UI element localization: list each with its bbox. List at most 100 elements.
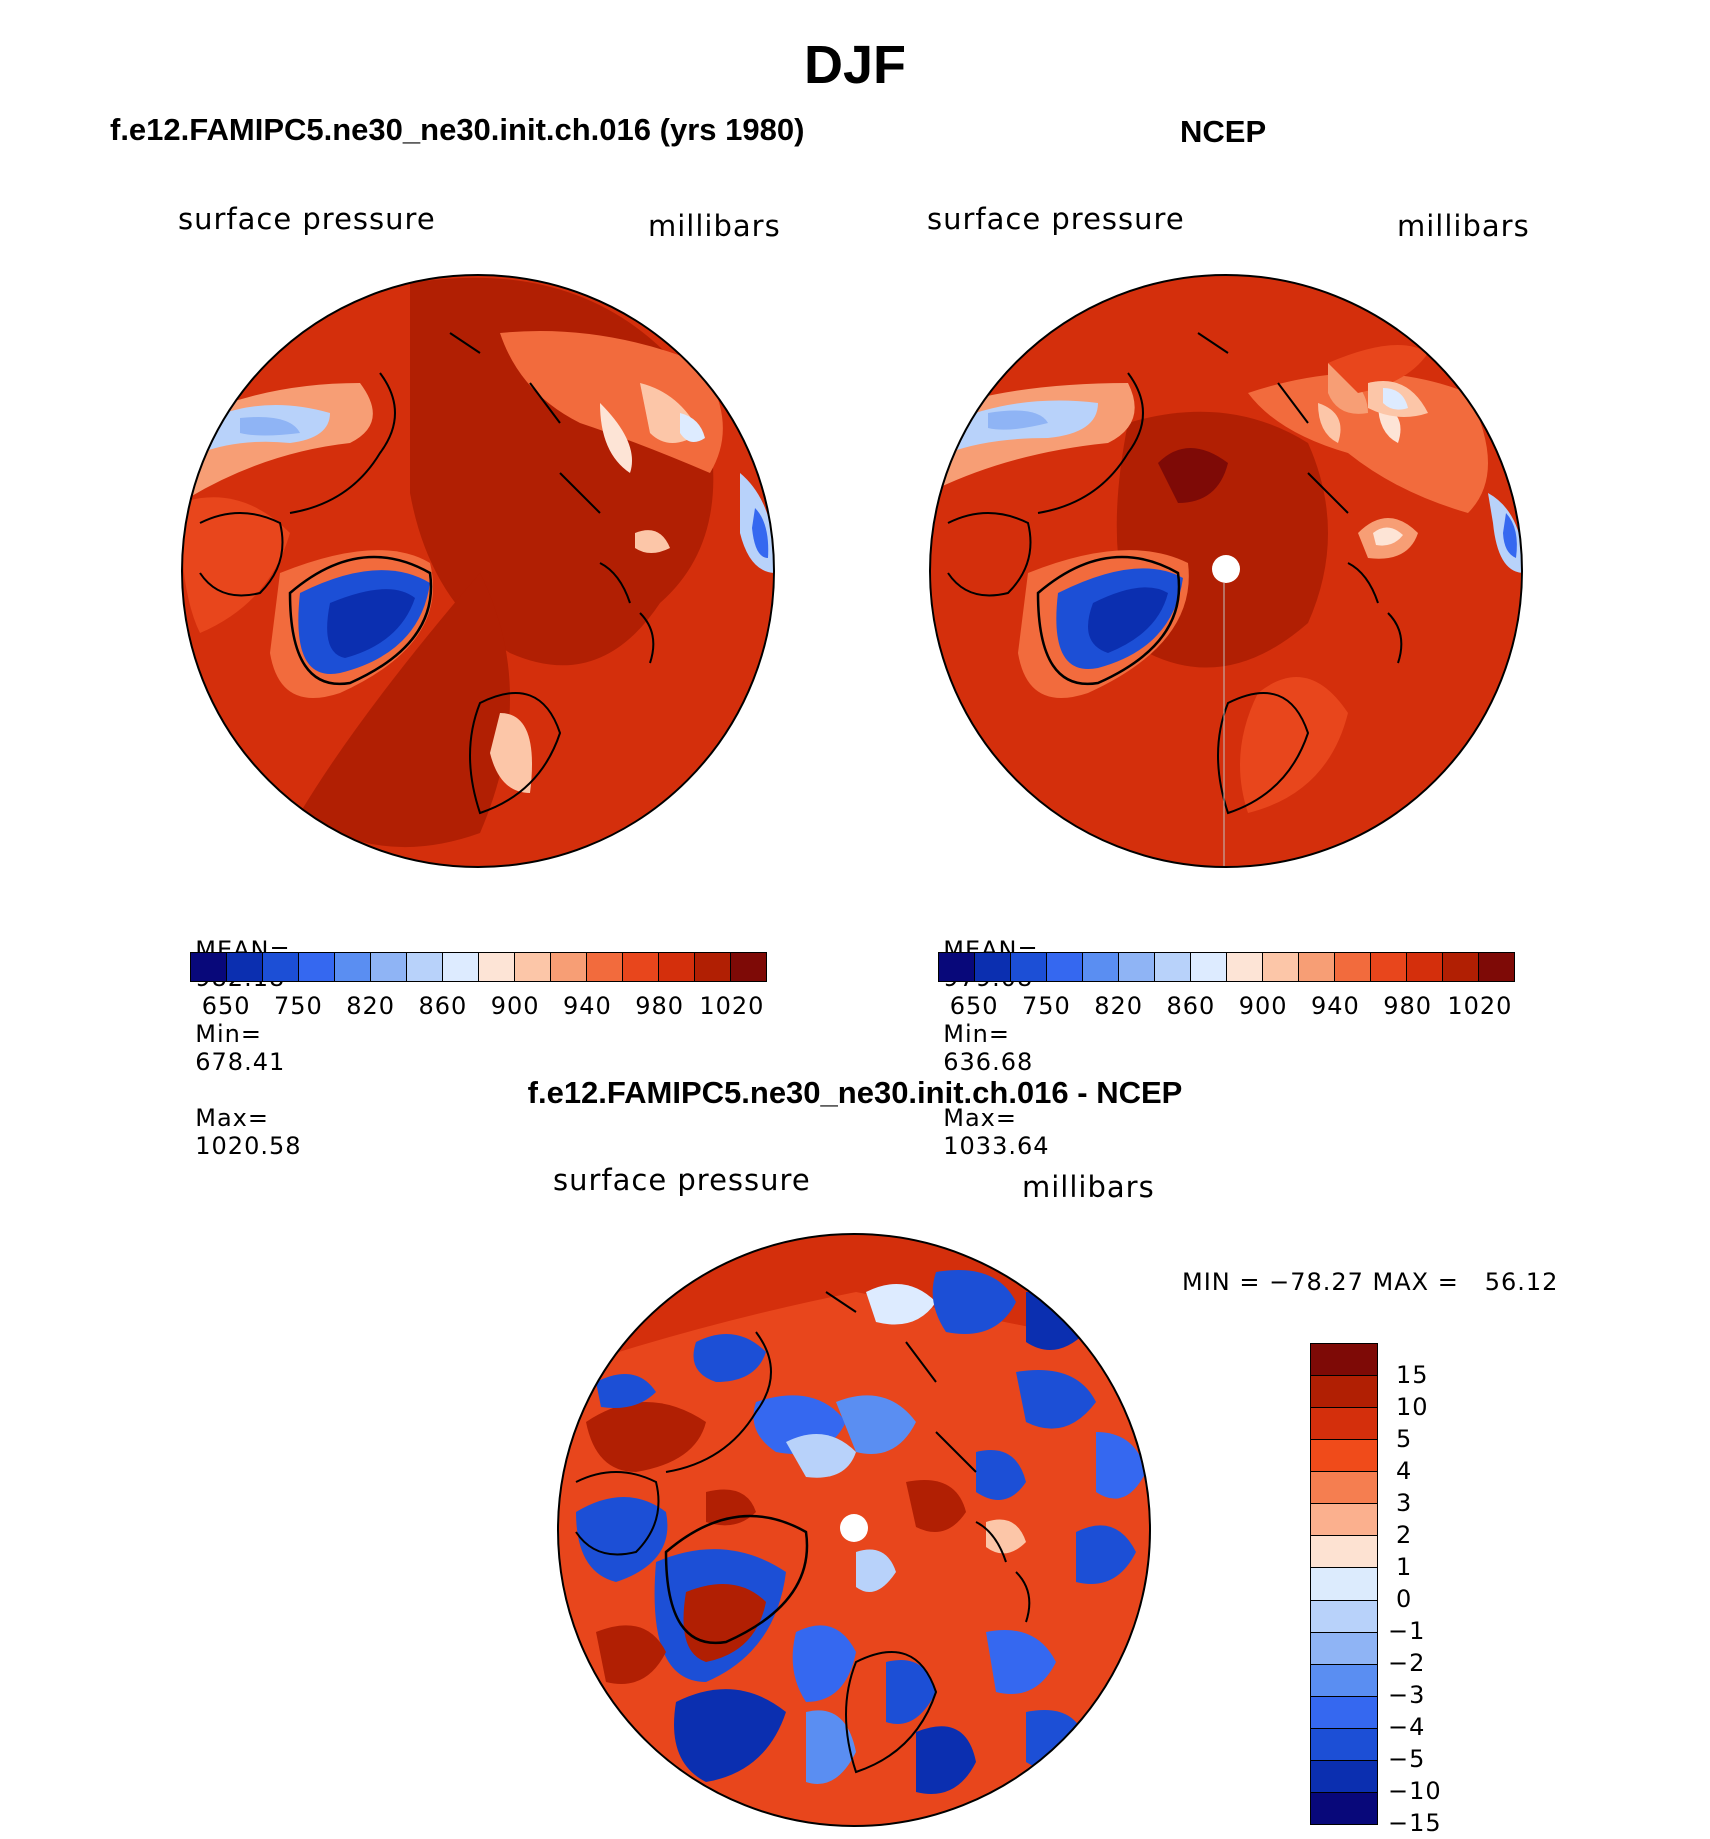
panel-3-colorbar (1310, 1343, 1378, 1825)
panel-3-colorbar-segment (1311, 1504, 1377, 1537)
panel-1-colorbar-segment (623, 953, 659, 981)
panel-3-colorbar-tick-label: 3 (1396, 1488, 1413, 1517)
panel-1-max-label: Max= (195, 1104, 269, 1132)
panel-1-colorbar-tick-label: 650 (201, 992, 251, 1020)
panel-3-colorbar-tick-label: 5 (1396, 1425, 1413, 1453)
panel-2-colorbar-segment (1479, 953, 1514, 981)
panel-1-colorbar-segment (479, 953, 515, 981)
panel-1-colorbar-tick-label: 750 (273, 992, 323, 1020)
panel-2-colorbar-segment (1155, 953, 1191, 981)
panel-2-colorbar-segment (1335, 953, 1371, 981)
panel-3-colorbar-segment (1311, 1728, 1377, 1761)
panel-2-colorbar-segment (1227, 953, 1263, 981)
panel-1-colorbar (190, 952, 767, 982)
panel-3-colorbar-segment (1311, 1536, 1377, 1569)
panel-2-colorbar-segment (1119, 953, 1155, 981)
panel-1-colorbar-segment (371, 953, 407, 981)
panel-1-colorbar-tick-label: 940 (562, 992, 612, 1020)
panel-1-colorbar-tick-label: 980 (635, 992, 685, 1020)
panel-1-polar-map (181, 274, 775, 868)
panel-3-colorbar-tick-label: 1 (1396, 1553, 1413, 1581)
panel-2-colorbar-segment (1299, 953, 1335, 981)
panel-2-min-value: 636.68 (943, 1048, 1034, 1076)
panel-1-colorbar-segment (407, 953, 443, 981)
panel-1-colorbar-segment (551, 953, 587, 981)
panel-3-colorbar-ticks: 15 10 5 4 3 2 1 0 −1 −2 −3 −4 −5 −10 −15 (1388, 1343, 1476, 1837)
panel-1-colorbar-ticks: 650 750 820 860 900 940 980 1020 (190, 992, 768, 1022)
panel-1-variable-label: surface pressure (178, 202, 436, 236)
panel-3-colorbar-segment (1311, 1792, 1377, 1824)
panel-1-colorbar-tick-label: 860 (418, 992, 468, 1020)
panel-3-colorbar-segment (1311, 1408, 1377, 1441)
panel-1-colorbar-segment (263, 953, 299, 981)
panel-3-colorbar-tick-label: −15 (1388, 1809, 1442, 1837)
panel-2-polar-map (929, 274, 1523, 868)
panel-2-colorbar-tick-label: 750 (1021, 992, 1071, 1020)
panel-3-colorbar-tick-label: 0 (1396, 1585, 1413, 1613)
panel-2-units-label: millibars (1397, 209, 1530, 243)
panel-2-colorbar-segment (1011, 953, 1047, 981)
panel-1-colorbar-segment (515, 953, 551, 981)
panel-2-min-label: Min= (943, 1020, 1010, 1048)
panel-2-title: NCEP (1180, 114, 1267, 149)
panel-1-colorbar-segment (731, 953, 766, 981)
panel-3-colorbar-segment (1311, 1344, 1377, 1377)
panel-2-colorbar-tick-label: 1020 (1447, 992, 1513, 1020)
panel-1-title: f.e12.FAMIPC5.ne30_ne30.init.ch.016 (yrs… (110, 112, 805, 147)
panel-3-colorbar-tick-label: 2 (1396, 1521, 1413, 1549)
panel-3-stats: MIN = −78.27 MAX = 56.12 (1182, 1268, 1559, 1296)
panel-2-colorbar-segment (975, 953, 1011, 981)
panel-2-colorbar-segment (1047, 953, 1083, 981)
panel-2-colorbar-segment (1191, 953, 1227, 981)
panel-3-pole-marker (840, 1514, 868, 1542)
panel-2-colorbar-segment (1371, 953, 1407, 981)
panel-3-colorbar-segment (1311, 1632, 1377, 1665)
panel-2-colorbar-tick-label: 900 (1238, 992, 1288, 1020)
panel-2-variable-label: surface pressure (927, 202, 1185, 236)
panel-1-colorbar-segment (299, 953, 335, 981)
panel-2-pole-marker (1212, 555, 1240, 583)
panel-2-colorbar-segment (1263, 953, 1299, 981)
panel-2-stats: MEAN= 979.08 Min= 636.68 Max= 1033.64 (926, 908, 1050, 1160)
panel-2-colorbar-segment (1083, 953, 1119, 981)
panel-1-colorbar-tick-label: 900 (490, 992, 540, 1020)
panel-3-colorbar-segment (1311, 1568, 1377, 1601)
panel-1-colorbar-tick-label: 820 (346, 992, 396, 1020)
panel-2-max-value: 1033.64 (943, 1132, 1050, 1160)
panel-3-units-label: millibars (1022, 1170, 1155, 1204)
panel-3-colorbar-tick-label: −10 (1388, 1777, 1442, 1805)
panel-3-colorbar-segment (1311, 1600, 1377, 1633)
panel-2-colorbar-tick-label: 940 (1310, 992, 1360, 1020)
panel-3-colorbar-tick-label: −5 (1388, 1745, 1426, 1773)
panel-1-colorbar-segment (695, 953, 731, 981)
panel-2-colorbar-segment (1407, 953, 1443, 981)
panel-1-min-value: 678.41 (195, 1048, 286, 1076)
main-title: DJF (803, 35, 906, 95)
panel-3-colorbar-tick-label: −2 (1388, 1648, 1426, 1677)
panel-1-min-label: Min= (195, 1020, 262, 1048)
panel-1-colorbar-segment (191, 953, 227, 981)
panel-3-colorbar-tick-label: 15 (1396, 1361, 1429, 1389)
panel-2-colorbar-tick-label: 860 (1166, 992, 1216, 1020)
panel-3-colorbar-tick-label: 4 (1396, 1457, 1413, 1485)
panel-3-polar-map (557, 1233, 1151, 1827)
panel-3-variable-label: surface pressure (553, 1163, 811, 1197)
panel-3-colorbar-segment (1311, 1472, 1377, 1505)
panel-1-colorbar-segment (335, 953, 371, 981)
panel-2-colorbar-segment (1443, 953, 1479, 981)
panel-2-colorbar-tick-label: 820 (1094, 992, 1144, 1020)
panel-3-colorbar-segment (1311, 1664, 1377, 1697)
panel-1-colorbar-segment (587, 953, 623, 981)
panel-2-colorbar-tick-label: 650 (949, 992, 999, 1020)
panel-2-colorbar-tick-label: 980 (1383, 992, 1433, 1020)
panel-1-units-label: millibars (648, 209, 781, 243)
panel-1-max-value: 1020.58 (195, 1132, 302, 1160)
panel-3-colorbar-segment (1311, 1440, 1377, 1473)
panel-3-colorbar-tick-label: 10 (1396, 1393, 1429, 1421)
panel-3-colorbar-tick-label: −1 (1388, 1617, 1426, 1645)
panel-2-colorbar-segment (939, 953, 975, 981)
panel-1-colorbar-segment (227, 953, 263, 981)
panel-1-colorbar-segment (443, 953, 479, 981)
panel-2-max-label: Max= (943, 1104, 1017, 1132)
panel-3-colorbar-tick-label: −3 (1388, 1681, 1426, 1709)
